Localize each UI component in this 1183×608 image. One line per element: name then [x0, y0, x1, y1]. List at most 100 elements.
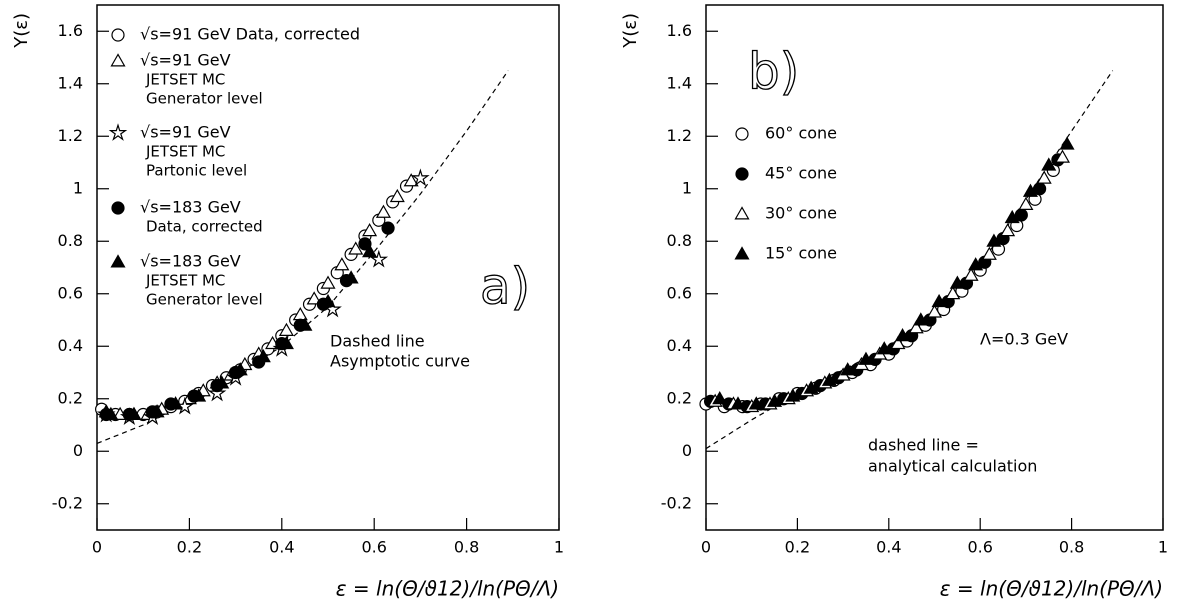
annotation: dashed line =: [868, 436, 979, 455]
y-axis-label: Y(ε): [620, 13, 641, 49]
data-point: [126, 406, 142, 420]
legend-label: Data, corrected: [146, 218, 263, 236]
x-axis-label: ε = ln(Θ/ϑ12)/ln(PΘ/Λ): [940, 577, 1163, 601]
data-point: [362, 223, 378, 237]
y-tick-label: 0.6: [667, 283, 692, 302]
annotation: Asymptotic curve: [330, 352, 470, 371]
legend-marker: [108, 123, 128, 141]
legend-label: JETSET MC: [145, 272, 225, 290]
data-point: [908, 320, 924, 334]
x-tick-label: 0: [701, 538, 711, 557]
x-tick-label: 1: [554, 538, 564, 557]
data-point: [278, 322, 294, 336]
y-tick-label: 0.8: [667, 231, 692, 250]
data-point: [748, 396, 764, 410]
data-point: [1018, 196, 1034, 210]
data-point: [297, 317, 313, 331]
data-point: [207, 383, 227, 402]
legend-label: Partonic level: [146, 162, 247, 180]
x-tick-label: 0.6: [967, 538, 992, 557]
legend-label: √s=91 GeV Data, corrected: [140, 25, 360, 44]
x-tick-label: 0.4: [876, 538, 901, 557]
y-tick-label: 0: [73, 441, 83, 460]
data-point: [986, 233, 1002, 247]
x-tick-label: 0.8: [454, 538, 479, 557]
y-tick-label: 1: [682, 178, 692, 197]
y-tick-label: 0.6: [58, 283, 83, 302]
data-point: [767, 393, 783, 407]
legend-marker: [111, 28, 125, 42]
data-point: [255, 349, 271, 363]
annotation: analytical calculation: [868, 457, 1037, 476]
data-point: [232, 362, 248, 376]
data-point: [389, 188, 405, 203]
legend-marker: [735, 167, 749, 181]
data-point: [890, 335, 906, 350]
legend-label: √s=91 GeV: [140, 123, 231, 142]
x-tick-label: 0.8: [1059, 538, 1084, 557]
legend-label: 30° cone: [765, 204, 837, 223]
legend-label: JETSET MC: [145, 143, 225, 161]
data-point: [191, 388, 207, 402]
data-point: [1059, 136, 1075, 150]
annotation: Λ=0.3 GeV: [980, 330, 1068, 349]
data-point: [840, 362, 856, 376]
x-tick-label: 1: [1158, 538, 1168, 557]
y-tick-label: 1.4: [58, 73, 83, 92]
y-tick-label: 0.2: [667, 388, 692, 407]
data-point: [358, 237, 372, 251]
y-tick-label: 0.8: [58, 231, 83, 250]
data-point: [369, 249, 389, 268]
y-tick-label: -0.2: [52, 493, 83, 512]
data-point: [362, 244, 378, 258]
data-point: [876, 341, 892, 355]
data-point: [968, 257, 984, 271]
legend-label: Generator level: [146, 291, 263, 309]
data-point: [821, 372, 837, 386]
data-point: [1054, 149, 1070, 163]
legend-label: Generator level: [146, 90, 263, 108]
panel-label: b): [748, 43, 799, 101]
data-point: [913, 312, 929, 326]
data-point: [278, 335, 294, 350]
y-tick-label: 1.2: [667, 126, 692, 145]
annotation: Dashed line: [330, 332, 425, 351]
data-point: [1004, 209, 1020, 224]
data-point: [334, 257, 350, 271]
legend-marker: [734, 246, 750, 260]
legend-label: √s=183 GeV: [140, 252, 241, 271]
legend-label: JETSET MC: [145, 71, 225, 89]
data-point: [963, 267, 979, 281]
legend-label: 15° cone: [765, 244, 837, 263]
data-point: [926, 304, 943, 318]
y-tick-label: 0: [682, 441, 692, 460]
panel-label: a): [480, 258, 530, 316]
data-point: [348, 241, 364, 255]
legend-marker: [734, 206, 750, 220]
data-point: [730, 396, 746, 410]
legend-marker: [110, 53, 126, 67]
data-point: [949, 275, 965, 289]
data-point: [858, 351, 874, 365]
panel: -0.2 0 0.2 0.4 0.6 0.8 1 1.2 1.4 1.6 0 0.2 0.4 0.6 0.8…: [11, 4, 564, 601]
y-tick-label: 0.4: [58, 336, 83, 355]
y-tick-label: 1.6: [667, 21, 692, 40]
y-tick-label: 0.2: [58, 388, 83, 407]
data-point: [981, 246, 997, 260]
x-axis-label: ε = ln(Θ/ϑ12)/ln(PΘ/Λ): [336, 577, 559, 601]
panel: -0.2 0 0.2 0.4 0.6 0.8 1 1.2 1.4 1.6 0 0.2 0.4 0.6 0.8…: [620, 4, 1168, 601]
data-point: [803, 380, 819, 394]
legend-label: 45° cone: [765, 164, 837, 183]
data-point: [1000, 223, 1016, 237]
data-point: [381, 221, 395, 235]
legend-label: 60° cone: [765, 124, 837, 143]
y-tick-label: 1: [73, 178, 83, 197]
data-point: [1041, 157, 1057, 171]
data-point: [894, 328, 911, 342]
data-point: [214, 375, 230, 389]
y-tick-label: 1.2: [58, 126, 83, 145]
y-tick-label: 1.4: [667, 73, 692, 92]
legend-marker: [110, 254, 126, 268]
data-point: [411, 168, 430, 187]
